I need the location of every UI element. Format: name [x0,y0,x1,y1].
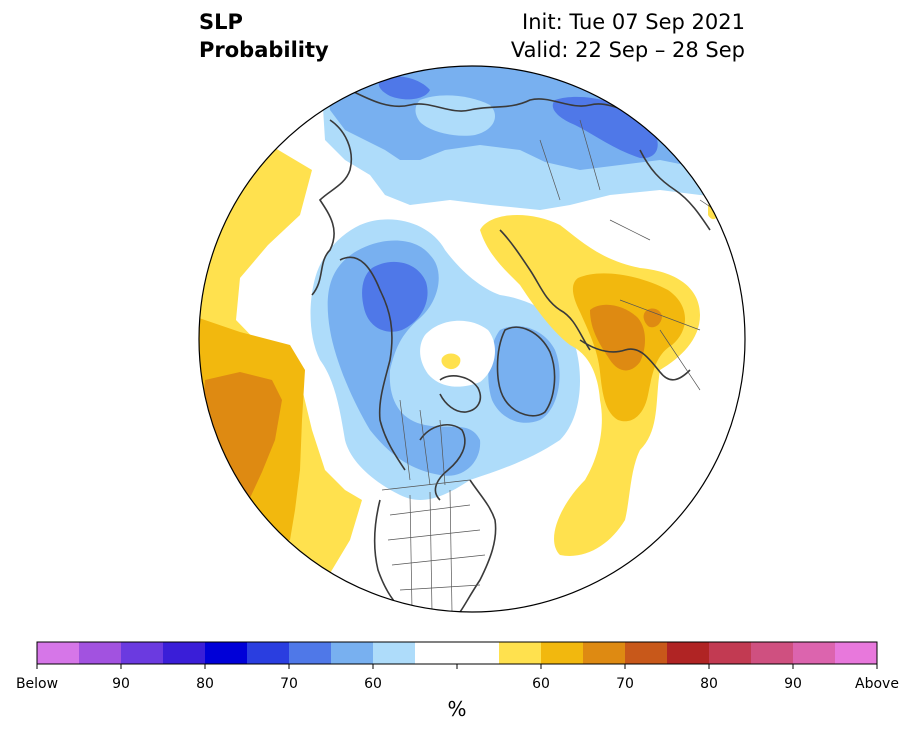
map-title: SLP Probability [199,8,329,64]
colorbar-cell [79,642,122,664]
colorbar-tick-label: 80 [700,676,718,692]
colorbar-cell [37,642,80,664]
title-product: Probability [199,38,329,62]
colorbar-cell [709,642,752,664]
border-provinces [399,399,446,486]
title-variable: SLP [199,10,243,34]
colorbar-cell [289,642,332,664]
border-states-b [409,489,453,612]
colorbar-unit: % [447,697,467,721]
probability-field [199,66,745,612]
region-above-europe-65b [643,308,662,328]
coast-scandinavia [499,229,591,351]
colorbar-cell [751,642,794,664]
colorbar-cell [205,642,248,664]
coast-europe [579,339,691,381]
colorbar-cell [499,642,542,664]
coast-east-asia [639,149,711,231]
coast-us-east [459,479,497,612]
colorbar-tick-label: 60 [532,676,550,692]
colorbar-tick-label: 60 [364,676,382,692]
colorbar-cell [373,642,416,664]
region-below-eurasia-65 [378,76,430,100]
colorbar-cell [163,642,206,664]
coast-greenland [496,326,556,417]
polar-probability-map [198,65,746,613]
colorbar-cell [835,642,878,664]
border-eurasia [539,119,745,391]
region-below-eurasia-60b [415,95,495,136]
valid-range: Valid: 22 Sep – 28 Sep [510,38,745,62]
map-boundary [198,65,746,613]
colorbar-cell [331,642,374,664]
coast-alaska [311,119,352,296]
colorbar-tick-label: 70 [280,676,298,692]
colorbar-tick-label: 70 [616,676,634,692]
colorbar-cell [541,642,584,664]
init-date: Init: Tue 07 Sep 2021 [522,10,745,34]
colorbar-tick-label: 80 [196,676,214,692]
region-above-pole-55 [441,353,461,370]
colorbar-cell [247,642,290,664]
coast-arctic-islands [439,375,482,413]
colorbar-tick-label: 90 [112,676,130,692]
colorbar-cell [415,642,458,664]
borders [381,119,745,612]
colorbar-cell [667,642,710,664]
colorbar-tick-label: Below [15,676,59,692]
colorbar-cell [625,642,668,664]
map-dates: Init: Tue 07 Sep 2021 Valid: 22 Sep – 28… [511,8,745,64]
colorbar-tick-label: 90 [784,676,802,692]
coast-northern-canada [339,256,406,471]
coast-siberia [349,89,641,112]
colorbar-cell [793,642,836,664]
region-below-greenland-60 [488,326,560,423]
border-canada-us [381,479,471,491]
region-near-normal-pole [420,320,495,387]
colorbar-tick-label: Above [855,676,899,692]
colorbar [36,641,878,669]
colorbar-cell [583,642,626,664]
region-below-arctic-65 [362,261,428,332]
colorbar-cell [457,642,500,664]
region-above-europe-65 [590,304,645,371]
colorbar-cell [121,642,164,664]
